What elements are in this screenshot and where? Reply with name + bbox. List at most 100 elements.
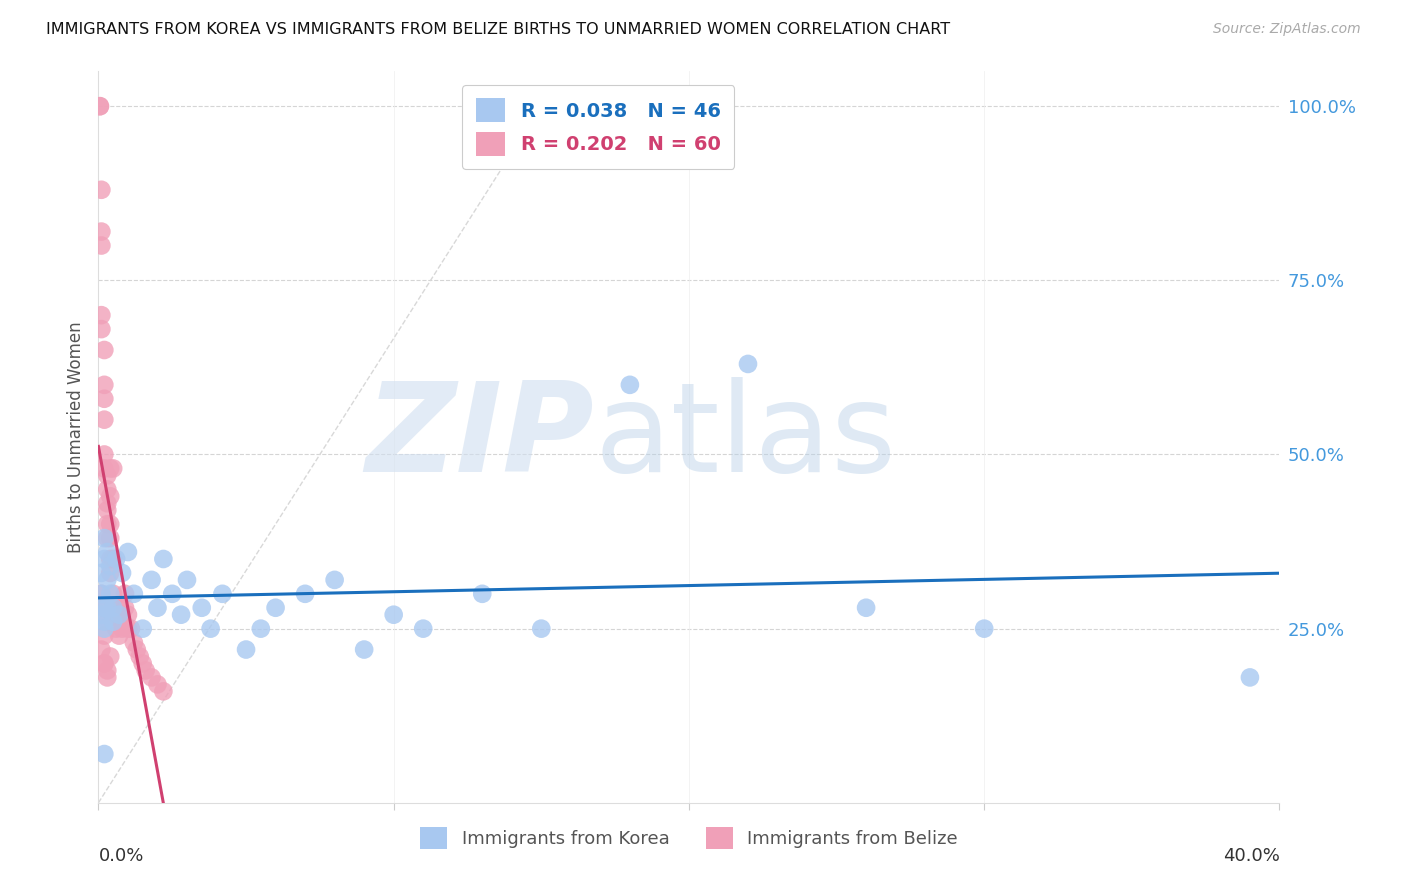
Point (90, 183, 112, 197)
Point (90, 225, 112, 239)
Text: 40.0%: 40.0% (1223, 847, 1279, 864)
Point (98, 489, 121, 503)
Point (103, 600, 125, 615)
Point (96, 600, 118, 615)
Point (353, 642, 375, 657)
Point (93, 615, 115, 629)
Point (93, 747, 115, 761)
Point (120, 622, 142, 636)
Point (170, 607, 193, 622)
Point (105, 607, 128, 622)
Point (141, 670, 163, 684)
Point (264, 600, 287, 615)
Point (973, 622, 995, 636)
Point (103, 552, 125, 566)
Point (471, 587, 494, 601)
Point (96, 517, 118, 532)
Point (382, 607, 405, 622)
Point (96, 496, 118, 510)
Point (146, 600, 169, 615)
Text: IMMIGRANTS FROM KOREA VS IMMIGRANTS FROM BELIZE BIRTHS TO UNMARRIED WOMEN CORREL: IMMIGRANTS FROM KOREA VS IMMIGRANTS FROM… (46, 22, 950, 37)
Point (176, 573, 198, 587)
Text: 0.0%: 0.0% (98, 847, 143, 864)
Point (96, 468, 118, 483)
Point (250, 622, 273, 636)
Point (1239, 670, 1261, 684)
Point (96, 503, 118, 517)
Point (93, 552, 115, 566)
Point (200, 622, 222, 636)
Point (855, 600, 877, 615)
Point (111, 566, 134, 580)
Point (108, 615, 131, 629)
Point (93, 657, 115, 671)
Point (96, 531, 118, 545)
Point (103, 461, 125, 475)
Point (122, 587, 145, 601)
Point (96, 573, 118, 587)
Point (146, 677, 169, 691)
Point (135, 664, 157, 678)
Point (323, 573, 346, 587)
Point (96, 615, 118, 629)
Point (132, 657, 155, 671)
Point (530, 622, 553, 636)
Point (162, 587, 183, 601)
Point (93, 657, 115, 671)
Point (294, 587, 316, 601)
Point (108, 629, 131, 643)
Point (93, 448, 115, 462)
Point (132, 622, 155, 636)
Point (98, 517, 121, 532)
Point (89, 99, 111, 113)
Point (619, 377, 641, 392)
Point (96, 664, 118, 678)
Point (93, 377, 115, 392)
Point (141, 573, 163, 587)
Point (211, 587, 233, 601)
Point (412, 622, 434, 636)
Point (93, 600, 115, 615)
Legend: Immigrants from Korea, Immigrants from Belize: Immigrants from Korea, Immigrants from B… (413, 820, 965, 856)
Point (117, 622, 139, 636)
Point (96, 670, 118, 684)
Point (93, 343, 115, 357)
Point (98, 566, 121, 580)
Point (152, 684, 174, 698)
Point (96, 483, 118, 497)
Point (93, 622, 115, 636)
Point (117, 545, 139, 559)
Point (191, 600, 214, 615)
Point (122, 635, 145, 649)
Text: ZIP: ZIP (366, 376, 595, 498)
Point (89, 99, 111, 113)
Point (114, 600, 136, 615)
Point (90, 322, 112, 336)
Point (103, 587, 125, 601)
Text: atlas: atlas (595, 376, 897, 498)
Point (90, 587, 112, 601)
Point (90, 308, 112, 322)
Point (105, 615, 128, 629)
Point (105, 622, 128, 636)
Point (103, 615, 125, 629)
Y-axis label: Births to Unmarried Women: Births to Unmarried Women (66, 321, 84, 553)
Point (90, 607, 112, 622)
Point (111, 607, 134, 622)
Point (235, 642, 257, 657)
Point (152, 552, 174, 566)
Point (108, 600, 131, 615)
Point (93, 461, 115, 475)
Point (108, 607, 131, 622)
Point (98, 461, 121, 475)
Point (93, 600, 115, 615)
Point (93, 531, 115, 545)
Point (125, 642, 148, 657)
Point (128, 649, 150, 664)
Point (98, 531, 121, 545)
Point (98, 587, 121, 601)
Point (93, 629, 115, 643)
Point (96, 545, 118, 559)
Point (111, 622, 134, 636)
Point (114, 587, 136, 601)
